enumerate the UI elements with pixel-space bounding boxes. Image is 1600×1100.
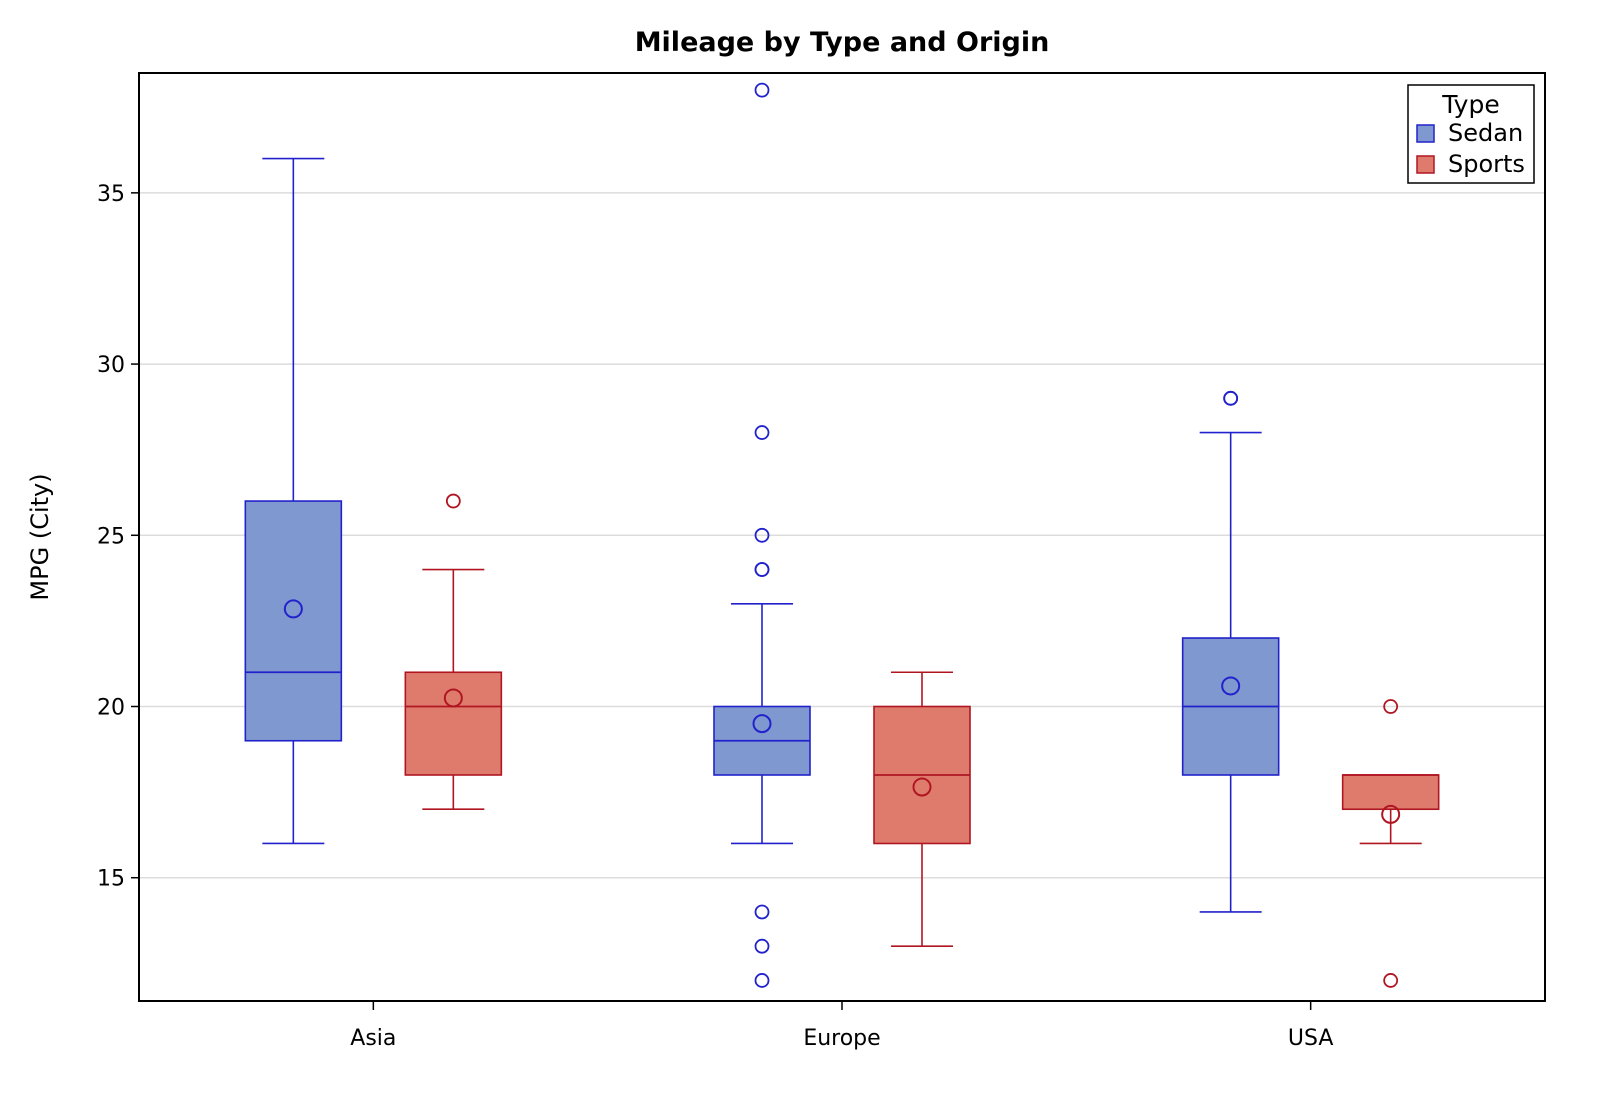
- outlier-point: [1383, 973, 1399, 988]
- x-axis: Asia Europe USA: [350, 1001, 1333, 1051]
- mean-marker: [443, 688, 463, 708]
- gridlines: [139, 192, 1545, 879]
- legend-swatch-sports: [1416, 155, 1435, 174]
- y-axis: 15 20 25 30 35: [97, 182, 139, 892]
- mean-marker: [752, 714, 772, 734]
- outlier-point: [754, 973, 770, 988]
- x-tick-label: USA: [1288, 1026, 1334, 1051]
- mean-marker: [283, 599, 303, 619]
- plot-data: [244, 82, 1440, 988]
- plot-frame: [138, 72, 1546, 1002]
- legend-entry-sports: Sports: [1448, 150, 1525, 178]
- x-tick-label: Europe: [803, 1026, 880, 1051]
- y-tick-label: 25: [97, 524, 125, 549]
- y-tick-label: 30: [97, 353, 125, 378]
- y-tick-label: 20: [97, 696, 125, 721]
- outlier-point: [754, 904, 770, 920]
- box: [244, 500, 343, 742]
- x-tick-label: Asia: [350, 1026, 396, 1051]
- outlier-point: [754, 527, 770, 543]
- legend-entry-sedan: Sedan: [1448, 119, 1523, 147]
- outlier-point: [754, 562, 770, 577]
- outlier-point: [754, 938, 770, 954]
- chart-title: Mileage by Type and Origin: [635, 27, 1050, 58]
- outlier-point: [1383, 699, 1399, 714]
- legend-swatch-sedan: [1416, 124, 1435, 143]
- mean-marker: [1221, 676, 1241, 696]
- y-axis-label: MPG (City): [26, 473, 54, 600]
- legend-title: Type: [1441, 90, 1499, 119]
- series-sedan: [244, 82, 1280, 988]
- mean-marker: [912, 777, 932, 797]
- y-tick-label: 35: [97, 182, 125, 207]
- outlier-point: [445, 493, 461, 509]
- box: [404, 671, 503, 776]
- outlier-point: [1223, 390, 1239, 406]
- outlier-point: [754, 82, 770, 98]
- outlier-point: [754, 425, 770, 440]
- mean-marker: [1381, 804, 1401, 824]
- series-sports: [404, 493, 1440, 988]
- box: [1341, 774, 1440, 811]
- y-tick-label: 15: [97, 867, 125, 892]
